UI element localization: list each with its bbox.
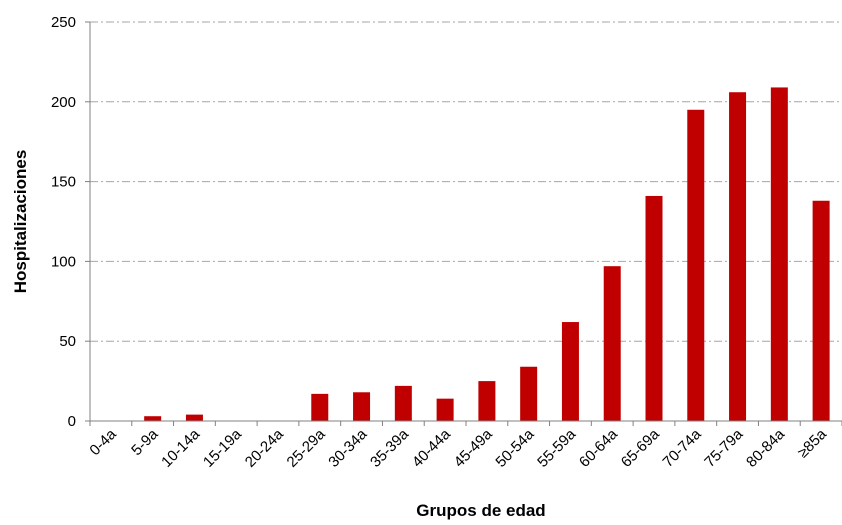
x-tick-label: 10-14a xyxy=(158,425,204,471)
y-tick-labels: 0 50 100 150 200 250 xyxy=(51,14,76,430)
bar-45-49a xyxy=(478,381,496,421)
bar-50-54a xyxy=(520,366,538,421)
bar-5-9a xyxy=(144,416,162,421)
bar-30-34a xyxy=(353,392,371,421)
x-tick-label: 40-44a xyxy=(409,425,455,471)
x-tick-label: 30-34a xyxy=(325,425,371,471)
bar-65-69a xyxy=(645,195,663,421)
x-tick-label: 5-9a xyxy=(128,425,162,459)
bar-25-29a xyxy=(311,393,329,421)
x-tick-label: 75-79a xyxy=(701,425,747,471)
x-tick-label: 0-4a xyxy=(86,425,120,459)
y-tick-label: 200 xyxy=(51,94,76,111)
gridlines xyxy=(90,21,842,342)
bar-60-64a xyxy=(603,266,621,421)
x-tick-label: 55-59a xyxy=(534,425,580,471)
x-tick-label: 20-24a xyxy=(242,425,288,471)
bar-10-14a xyxy=(185,414,203,421)
bar-55-59a xyxy=(561,322,579,421)
x-tick-label: 35-39a xyxy=(367,425,413,471)
bar-40-44a xyxy=(436,398,454,421)
bar-80-84a xyxy=(770,87,788,421)
x-tick-label: 80-84a xyxy=(743,425,789,471)
x-tick-label: 50-54a xyxy=(492,425,538,471)
bar-35-39a xyxy=(394,385,412,421)
x-tick-label: 70-74a xyxy=(660,425,706,471)
y-tick-label: 50 xyxy=(59,333,76,350)
axes xyxy=(85,21,842,426)
bar-75-79a xyxy=(729,92,747,421)
y-axis-title: Hospitalizaciones xyxy=(11,150,30,294)
x-tick-labels: 0-4a 5-9a10-14a15-19a20-24a25-29a30-34a35… xyxy=(86,425,830,471)
bars xyxy=(144,87,830,421)
y-tick-label: 100 xyxy=(51,253,76,270)
x-tick-label: 15-19a xyxy=(200,425,246,471)
x-tick-label: 60-64a xyxy=(576,425,622,471)
x-tick-label: 65-69a xyxy=(618,425,664,471)
x-tick-label: 25-29a xyxy=(284,425,330,471)
y-tick-label: 0 xyxy=(68,413,76,430)
y-tick-label: 250 xyxy=(51,14,76,31)
bar-≥85a xyxy=(812,200,830,421)
y-tick-label: 150 xyxy=(51,174,76,191)
x-axis-title: Grupos de edad xyxy=(416,501,545,520)
bar-70-74a xyxy=(687,109,705,421)
x-tick-label: ≥85a xyxy=(794,425,830,461)
x-tick-label: 45-49a xyxy=(451,425,497,471)
